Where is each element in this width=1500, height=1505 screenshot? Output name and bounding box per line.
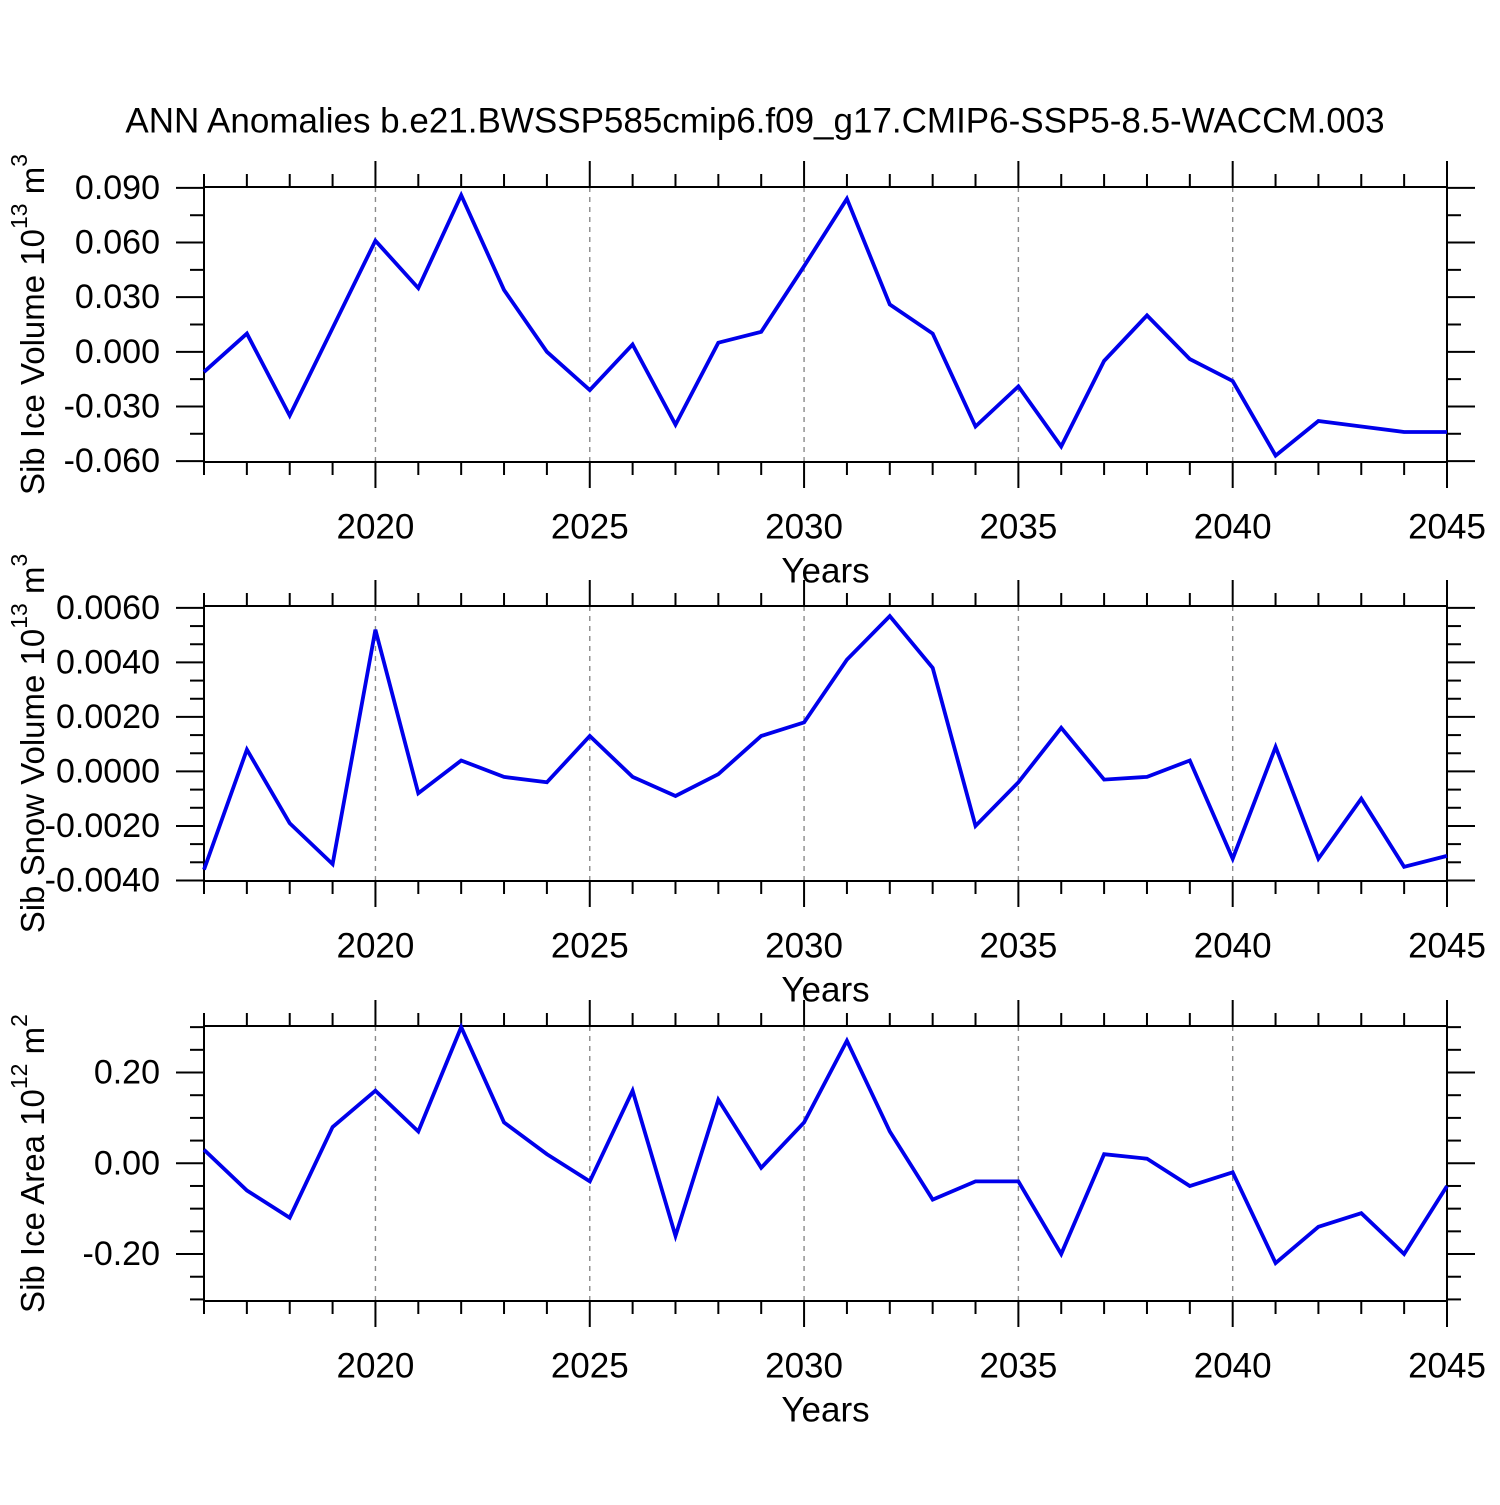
y-tick-label: 0.00 (94, 1144, 160, 1182)
plot-frame (203, 186, 1448, 463)
y-axis-title-part: Sib Snow Volume 10 (14, 629, 51, 934)
y-axis-title-part: 3 (6, 554, 32, 567)
series-line-sib-ice-area-anomaly (202, 1022, 1449, 1267)
x-tick-label: 2030 (765, 927, 843, 966)
y-axis-title-part: m (14, 1027, 51, 1064)
x-tick-label: 2040 (1194, 1347, 1272, 1386)
y-tick-label: -0.060 (64, 442, 160, 480)
y-axis-title-part: 2 (6, 1014, 32, 1027)
y-axis-title-part: m (14, 567, 51, 604)
y-tick-label: 0.0000 (56, 752, 160, 790)
x-tick-label: 2020 (337, 508, 415, 547)
y-tick-label: 0.000 (75, 333, 160, 371)
y-tick-label: 0.030 (75, 278, 160, 316)
series-line-sib-snow-volume-anomaly (202, 613, 1448, 871)
x-axis-title: Years (781, 971, 869, 1010)
x-tick-label: 2035 (979, 927, 1057, 966)
y-axis-title: Sib Ice Volume 1013 m3 (6, 154, 51, 495)
y-tick-label: 0.0060 (56, 589, 160, 627)
y-axis-title: Sib Ice Area 1012 m2 (6, 1014, 51, 1313)
x-axis-title: Years (781, 1391, 869, 1430)
y-tick-label: -0.20 (83, 1235, 161, 1273)
y-tick-label: -0.0020 (45, 807, 160, 845)
y-axis-title-part: 3 (6, 154, 32, 167)
x-tick-label: 2045 (1408, 1347, 1486, 1386)
chart-sib-ice-area-anomaly: 0.20 0.00 -0.20 2020 2025 2030 2035 2040 2045 Yea… (6, 1000, 1486, 1430)
x-tick-label: 2025 (551, 508, 629, 547)
y-tick-label: 0.0040 (56, 643, 160, 681)
x-tick-label: 2020 (337, 1347, 415, 1386)
x-tick-label: 2040 (1194, 927, 1272, 966)
chart-sib-ice-volume-anomaly: 0.090 0.060 0.030 0.000 -0.030 -0.060 2020 2025… (6, 154, 1486, 591)
x-tick-label: 2045 (1408, 927, 1486, 966)
y-axis-title: Sib Snow Volume 1013 m3 (6, 554, 51, 934)
x-tick-label: 2040 (1194, 508, 1272, 547)
x-tick-label: 2020 (337, 927, 415, 966)
x-axis-title: Years (781, 552, 869, 591)
y-tick-label: -0.0040 (45, 861, 160, 899)
y-axis-title-part: Sib Ice Area 10 (14, 1089, 51, 1313)
y-tick-label: 0.0020 (56, 698, 160, 736)
x-tick-label: 2030 (765, 508, 843, 547)
x-tick-label: 2025 (551, 927, 629, 966)
plot-frame (203, 1025, 1448, 1302)
x-tick-label: 2035 (979, 1347, 1057, 1386)
y-tick-label: 0.060 (75, 224, 160, 262)
x-tick-label: 2030 (765, 1347, 843, 1386)
series-line-sib-ice-volume-anomaly (202, 190, 1447, 459)
plot-frame (203, 605, 1448, 882)
x-tick-label: 2045 (1408, 508, 1486, 547)
y-axis-title-part: 12 (6, 1064, 32, 1090)
y-tick-label: 0.090 (75, 169, 160, 207)
y-axis-title-part: 13 (6, 603, 32, 629)
x-tick-label: 2035 (979, 508, 1057, 547)
figure-title: ANN Anomalies b.e21.BWSSP585cmip6.f09_g1… (125, 102, 1384, 141)
y-tick-label: 0.20 (94, 1054, 160, 1092)
y-axis-title-part: 13 (6, 203, 32, 229)
y-axis-title-part: Sib Ice Volume 10 (14, 229, 51, 495)
x-tick-label: 2025 (551, 1347, 629, 1386)
y-tick-label: -0.030 (64, 387, 160, 425)
y-axis-title-part: m (14, 167, 51, 204)
chart-sib-snow-volume-anomaly: 0.0060 0.0040 0.0020 0.0000 -0.0020 -0.0040 20… (6, 554, 1486, 1010)
